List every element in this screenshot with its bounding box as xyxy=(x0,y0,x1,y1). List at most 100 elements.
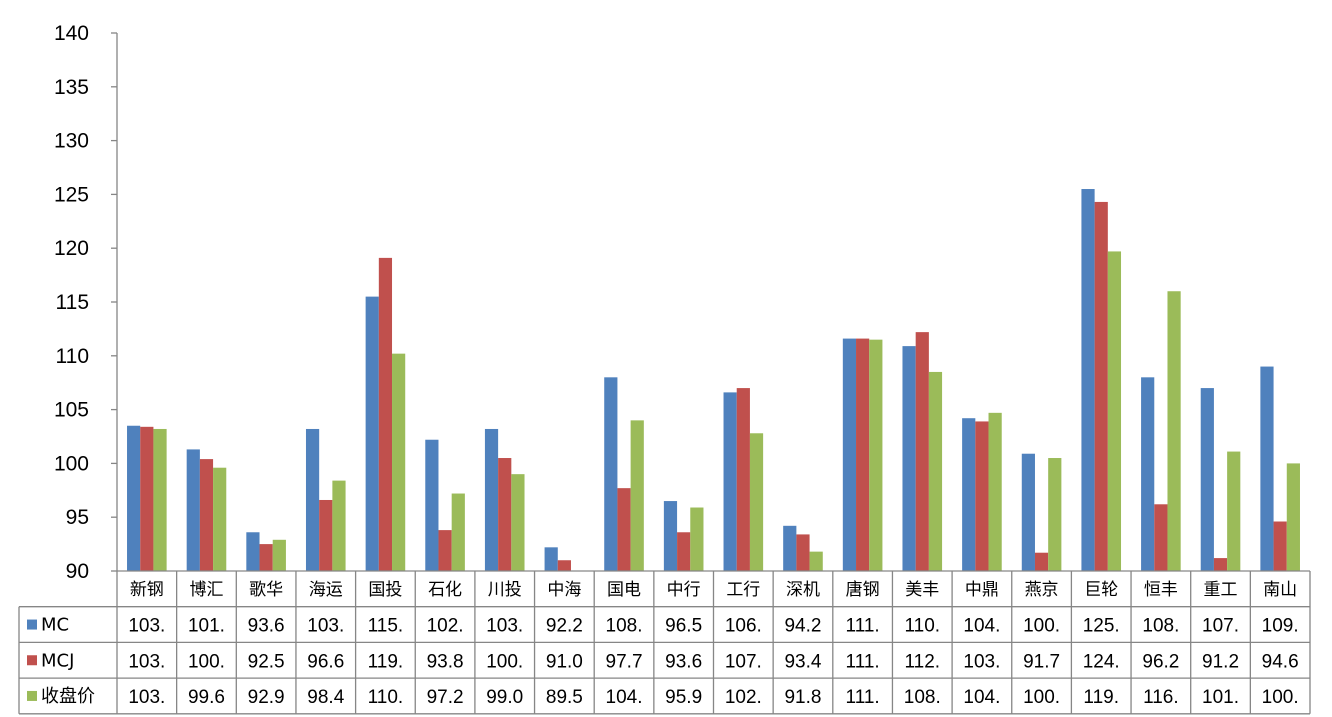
data-label: 125. xyxy=(1083,616,1120,637)
data-label: 100. xyxy=(188,651,225,672)
bar-MCJ-国投 xyxy=(378,257,393,571)
x-tick-label: 新钢 xyxy=(130,580,164,600)
bar-收盘价-国投 xyxy=(392,353,406,571)
bar-MCJ-博汇 xyxy=(199,459,214,571)
bar-收盘价-川投 xyxy=(511,474,525,571)
data-label: 112. xyxy=(904,651,940,672)
bar-MC-唐钢 xyxy=(842,338,857,571)
data-label: 93.6 xyxy=(665,651,702,672)
x-tick-label: 歌华 xyxy=(249,580,283,600)
data-label: 93.4 xyxy=(784,651,821,672)
bar-MCJ-唐钢 xyxy=(856,338,870,571)
data-label: 91.2 xyxy=(1202,651,1239,672)
bar-收盘价-恒丰 xyxy=(1167,291,1181,571)
bar-MC-歌华 xyxy=(246,532,260,571)
data-label: 96.6 xyxy=(307,651,344,672)
bar-收盘价-巨轮 xyxy=(1107,251,1122,571)
y-tick-label: 140 xyxy=(54,22,89,45)
data-label: 92.5 xyxy=(248,651,285,672)
y-tick-label: 110 xyxy=(56,345,89,368)
bar-收盘价-博汇 xyxy=(213,467,227,571)
data-label: 100. xyxy=(1023,687,1060,708)
y-tick-label: 130 xyxy=(54,130,89,153)
legend-key-收盘价 xyxy=(27,690,37,701)
legend-label: 收盘价 xyxy=(41,686,95,707)
data-table: 新钢 博汇 歌华 海运 国投 石化 川投 中海 国电 中行 工行 深机 唐钢 美丰 中鼎 燕京 巨轮 恒丰 重工 南山… xyxy=(18,570,1311,715)
data-label: 119. xyxy=(368,651,404,672)
bar-收盘价-歌华 xyxy=(272,539,286,571)
y-tick-label: 135 xyxy=(54,76,89,99)
x-tick-label: 海运 xyxy=(309,580,343,600)
data-label: 107. xyxy=(1202,616,1239,637)
x-tick-label: 燕京 xyxy=(1025,580,1059,600)
data-label: 99.0 xyxy=(486,687,523,708)
data-label: 94.2 xyxy=(784,616,821,637)
data-label: 111. xyxy=(846,651,880,672)
legend-label: MC xyxy=(41,615,69,636)
bar-MCJ-巨轮 xyxy=(1094,201,1108,571)
data-label: 101. xyxy=(1202,687,1239,708)
y-tick-label: 125 xyxy=(54,183,89,206)
bar-MC-海运 xyxy=(305,428,320,571)
data-label: 94.6 xyxy=(1262,651,1299,672)
y-axis: 90 95 100 105 110 115 120 125 130 135 140 xyxy=(54,22,118,583)
x-tick-label: 恒丰 xyxy=(1144,580,1178,600)
x-tick-label: 重工 xyxy=(1204,580,1238,600)
data-label: 110. xyxy=(904,616,940,637)
bar-MC-石化 xyxy=(425,439,439,571)
data-label: 104. xyxy=(963,687,1000,708)
data-label: 103. xyxy=(486,616,523,637)
data-label: 99.6 xyxy=(188,687,225,708)
bar-MCJ-川投 xyxy=(498,458,512,571)
bar-MCJ-燕京 xyxy=(1034,552,1049,571)
x-tick-label: 工行 xyxy=(726,580,760,600)
bar-MCJ-南山 xyxy=(1273,521,1287,571)
data-label: 111. xyxy=(846,616,880,637)
x-tick-label: 博汇 xyxy=(189,580,223,600)
data-label: 106. xyxy=(725,616,762,637)
data-label: 103. xyxy=(128,651,165,672)
bar-MC-中海 xyxy=(544,547,558,571)
bar-收盘价-唐钢 xyxy=(869,339,883,571)
x-tick-label: 川投 xyxy=(488,580,522,600)
y-tick-label: 105 xyxy=(54,399,89,422)
data-label: 103. xyxy=(128,616,165,637)
x-tick-label: 唐钢 xyxy=(846,579,880,600)
legend-key-MCJ xyxy=(27,655,37,666)
bar-收盘价-海运 xyxy=(332,480,346,571)
data-label: 100. xyxy=(1262,687,1299,708)
data-label: 104. xyxy=(606,687,643,708)
data-label: 97.7 xyxy=(606,651,643,672)
bar-MCJ-歌华 xyxy=(259,544,273,571)
x-tick-label: 美丰 xyxy=(905,580,939,600)
data-label: 110. xyxy=(368,687,404,708)
bar-MC-工行 xyxy=(723,392,737,571)
bar-MCJ-恒丰 xyxy=(1154,504,1168,571)
data-label: 102. xyxy=(427,616,464,637)
data-label: 92.2 xyxy=(546,616,583,637)
bar-MC-深机 xyxy=(783,525,797,571)
x-tick-label: 中海 xyxy=(547,580,581,600)
data-label: 107. xyxy=(725,651,762,672)
data-label: 100. xyxy=(1023,616,1060,637)
data-label: 91.0 xyxy=(546,651,583,672)
y-tick-label: 120 xyxy=(54,237,89,260)
bar-MCJ-工行 xyxy=(736,388,750,571)
bar-收盘价-美丰 xyxy=(928,371,943,571)
data-label: 91.8 xyxy=(784,687,821,708)
bar-MC-南山 xyxy=(1260,366,1274,571)
legend-label: MCJ xyxy=(41,650,74,671)
data-label: 124. xyxy=(1083,651,1120,672)
bar-收盘价-中行 xyxy=(690,507,704,571)
bar-MC-博汇 xyxy=(186,449,200,571)
bar-MC-国电 xyxy=(604,377,618,571)
data-label: 89.5 xyxy=(546,687,583,708)
y-tick-label: 90 xyxy=(66,560,89,583)
data-label: 119. xyxy=(1083,687,1119,708)
bars xyxy=(127,189,1300,571)
data-label: 116. xyxy=(1143,687,1179,708)
bar-MC-美丰 xyxy=(902,346,916,571)
bar-MCJ-石化 xyxy=(438,530,452,571)
legend-key-MC xyxy=(27,619,37,630)
